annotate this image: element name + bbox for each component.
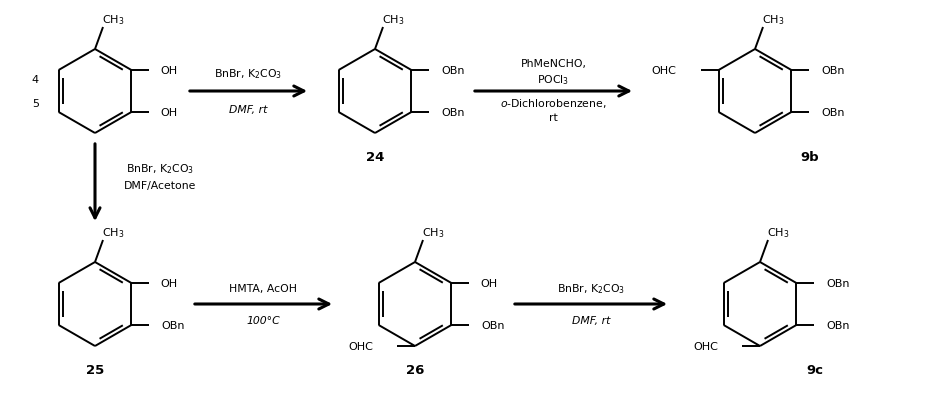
Text: OBn: OBn [482, 320, 505, 330]
Text: OH: OH [160, 66, 178, 76]
Text: OHC: OHC [652, 66, 677, 76]
Text: 25: 25 [86, 364, 104, 377]
Text: CH$_3$: CH$_3$ [382, 13, 404, 27]
Text: 4: 4 [32, 75, 39, 85]
Text: OBn: OBn [827, 278, 850, 288]
Text: OBn: OBn [827, 320, 850, 330]
Text: 26: 26 [406, 364, 425, 377]
Text: BnBr, K$_2$CO$_3$: BnBr, K$_2$CO$_3$ [214, 67, 283, 81]
Text: PhMeNCHO,: PhMeNCHO, [520, 59, 587, 69]
Text: $o$-Dichlorobenzene,: $o$-Dichlorobenzene, [501, 97, 607, 110]
Text: OBn: OBn [441, 66, 465, 76]
Text: 9b: 9b [801, 151, 819, 164]
Text: OHC: OHC [693, 341, 718, 351]
Text: DMF, rt: DMF, rt [572, 315, 610, 325]
Text: CH$_3$: CH$_3$ [102, 226, 124, 239]
Text: OH: OH [160, 108, 178, 118]
Text: 5: 5 [32, 99, 39, 109]
Text: POCl$_3$: POCl$_3$ [538, 73, 569, 87]
Text: OBn: OBn [161, 320, 185, 330]
Text: 9c: 9c [806, 364, 823, 377]
Text: DMF, rt: DMF, rt [229, 105, 268, 115]
Text: DMF/Acetone: DMF/Acetone [124, 181, 197, 190]
Text: CH$_3$: CH$_3$ [102, 13, 124, 27]
Text: CH$_3$: CH$_3$ [767, 226, 789, 239]
Text: OHC: OHC [349, 341, 373, 351]
Text: HMTA, AcOH: HMTA, AcOH [230, 284, 298, 293]
Text: OH: OH [481, 278, 498, 288]
Text: OBn: OBn [821, 108, 845, 118]
Text: 100°C: 100°C [247, 315, 280, 325]
Text: 24: 24 [366, 151, 384, 164]
Text: CH$_3$: CH$_3$ [762, 13, 784, 27]
Text: BnBr, K$_2$CO$_3$: BnBr, K$_2$CO$_3$ [126, 162, 194, 175]
Text: OH: OH [160, 278, 178, 288]
Text: OBn: OBn [441, 108, 465, 118]
Text: CH$_3$: CH$_3$ [422, 226, 444, 239]
Text: BnBr, K$_2$CO$_3$: BnBr, K$_2$CO$_3$ [557, 281, 625, 295]
Text: OBn: OBn [821, 66, 845, 76]
Text: rt: rt [549, 113, 558, 123]
